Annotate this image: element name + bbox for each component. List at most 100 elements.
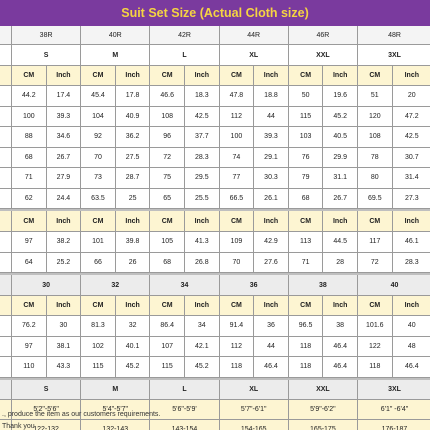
ref-weight-row: 122-132 132-143 143-154 154-165 165-175 176-1… bbox=[0, 419, 430, 430]
jacket-r3-cm-6: 108 bbox=[358, 127, 393, 148]
jacket-r5-cm-3: 75 bbox=[150, 168, 185, 189]
pant-r2-inch-5: 46.4 bbox=[323, 336, 358, 357]
pant-unit-cm-6: CM bbox=[358, 296, 393, 316]
pant-r3-lead bbox=[0, 357, 12, 378]
vest-r2-cm-3: 68 bbox=[150, 252, 185, 273]
vest-r2-inch-1: 25.2 bbox=[46, 252, 82, 273]
vest-unit-cm-4: CM bbox=[219, 211, 255, 232]
pant-size-6: 40 bbox=[358, 275, 430, 296]
jacket-size-3: 42R bbox=[150, 26, 220, 45]
pant-unit-cm-2: CM bbox=[81, 296, 116, 316]
vest-r2-inch-4: 27.6 bbox=[254, 252, 289, 273]
pant-r2-cm-6: 122 bbox=[358, 336, 393, 357]
jacket-r1-inch-4: 18.8 bbox=[254, 86, 289, 107]
jacket-letter-6: 3XL bbox=[358, 45, 430, 66]
pant-r2-lead bbox=[0, 336, 12, 357]
vest-unit-inch-6: Inch bbox=[392, 211, 430, 232]
jacket-r2-cm-1: 100 bbox=[12, 106, 47, 127]
jacket-r6-cm-3: 65 bbox=[150, 188, 185, 209]
jacket-letter-4: XL bbox=[219, 45, 289, 66]
jacket-r4-inch-4: 29.1 bbox=[254, 147, 289, 168]
jacket-r4-inch-5: 29.9 bbox=[323, 147, 358, 168]
footer-note-text: ., produce the item as our customers req… bbox=[2, 411, 161, 418]
ref-size-5: XXL bbox=[288, 379, 358, 400]
vest-unit-cm-5: CM bbox=[288, 211, 324, 232]
jacket-data-row: 71 27.9 73 28.7 75 29.5 77 30.3 79 31.1 80 31.4 bbox=[0, 168, 430, 189]
ref-height-row: 5'2"-5'6" 5'4"-5'7" 5'6"-5'9' 5'7"-6'1" 5'9"… bbox=[0, 399, 430, 420]
ref-height-1: 5'2"-5'6" bbox=[12, 399, 82, 420]
jacket-r6-inch-6: 27.3 bbox=[392, 189, 430, 209]
jacket-r1-cm-5: 50 bbox=[288, 86, 324, 107]
jacket-data-row: 68 26.7 70 27.5 72 28.3 74 29.1 76 29.9 78 30.7 bbox=[0, 147, 430, 168]
vest-unit-inch-5: Inch bbox=[323, 211, 358, 232]
section-divider bbox=[0, 209, 430, 211]
pant-r1-cm-1: 76.2 bbox=[12, 316, 47, 337]
vest-r2-inch-2: 26 bbox=[115, 252, 151, 273]
jacket-r6-cm-6: 69.5 bbox=[358, 188, 393, 209]
jacket-r3-cm-2: 92 bbox=[81, 127, 116, 148]
jacket-r1-cm-2: 45.4 bbox=[81, 86, 116, 107]
jacket-size-4: 44R bbox=[219, 26, 289, 45]
pant-r1-cm-5: 96.5 bbox=[288, 316, 324, 337]
jacket-r5-cm-2: 73 bbox=[81, 168, 116, 189]
pant-size-4: 36 bbox=[219, 275, 289, 296]
pant-r2-inch-1: 38.1 bbox=[46, 336, 82, 357]
ref-height-4: 5'7"-6'1" bbox=[219, 399, 289, 420]
ref-size-6: 3XL bbox=[358, 379, 430, 400]
vest-unit-inch-3: Inch bbox=[185, 211, 220, 232]
pant-r1-inch-2: 32 bbox=[115, 316, 151, 337]
footer-note: ., produce the item as our customers req… bbox=[0, 409, 430, 430]
jacket-size-5: 46R bbox=[288, 26, 358, 45]
jacket-r3-inch-4: 39.3 bbox=[254, 127, 289, 148]
section-divider bbox=[0, 273, 430, 275]
jacket-unit-inch-3: Inch bbox=[185, 66, 220, 86]
vest-r2-cm-1: 64 bbox=[12, 252, 47, 273]
jacket-r4-cm-3: 72 bbox=[150, 147, 185, 168]
jacket-unit-cm-1: CM bbox=[12, 66, 47, 86]
jacket-r6-inch-1: 24.4 bbox=[46, 188, 82, 209]
jacket-unit-lead bbox=[0, 66, 12, 86]
vest-r1-inch-5: 44.5 bbox=[323, 232, 358, 253]
pant-size-3: 34 bbox=[150, 275, 220, 296]
pant-unit-inch-1: Inch bbox=[46, 296, 82, 316]
vest-unit-inch-1: Inch bbox=[46, 211, 82, 232]
jacket-r6-cm-4: 66.5 bbox=[219, 188, 255, 209]
vest-r1-inch-1: 38.2 bbox=[46, 232, 82, 253]
jacket-r2-cm-5: 115 bbox=[288, 106, 324, 127]
jacket-r5-inch-1: 27.9 bbox=[46, 168, 82, 189]
pant-unit-cm-1: CM bbox=[12, 296, 47, 316]
ref-height-5: 5'9"-6'2" bbox=[288, 399, 358, 420]
jacket-r1-cm-6: 51 bbox=[358, 86, 393, 107]
ref-size-4: XL bbox=[219, 379, 289, 400]
jacket-r6-cm-1: 62 bbox=[12, 188, 47, 209]
ref-weight-5: 165-175 bbox=[288, 419, 358, 430]
jacket-r1-cm-1: 44.2 bbox=[12, 86, 47, 107]
jacket-r3-inch-1: 34.6 bbox=[46, 127, 82, 148]
vest-r1-inch-2: 39.8 bbox=[115, 232, 151, 253]
jacket-r1-cm-3: 46.6 bbox=[150, 86, 185, 107]
pant-unit-inch-6: Inch bbox=[392, 296, 430, 316]
jacket-r6-cm-5: 68 bbox=[288, 188, 324, 209]
pant-r3-cm-3: 115 bbox=[150, 357, 185, 378]
vest-data-row: 64 25.2 66 26 68 26.8 70 27.6 71 28 72 28.3 bbox=[0, 252, 430, 273]
pant-size-row: 30 32 34 36 38 40 bbox=[0, 275, 430, 296]
jacket-letter-3: L bbox=[150, 45, 220, 66]
jacket-r5-lead bbox=[0, 168, 12, 189]
ref-size-1: S bbox=[12, 379, 82, 400]
ref-weight-2: 132-143 bbox=[81, 419, 151, 430]
ref-weight-6: 176-187 bbox=[358, 419, 430, 430]
pant-r2-cm-3: 107 bbox=[150, 336, 185, 357]
jacket-r3-cm-3: 96 bbox=[150, 127, 185, 148]
pant-r3-inch-2: 45.2 bbox=[115, 357, 151, 378]
pant-r3-inch-6: 46.4 bbox=[392, 357, 430, 378]
pant-r1-cm-3: 86.4 bbox=[150, 316, 185, 337]
jacket-r3-cm-1: 88 bbox=[12, 127, 47, 148]
jacket-letter-5: XXL bbox=[288, 45, 358, 66]
jacket-r5-inch-2: 28.7 bbox=[115, 168, 151, 189]
jacket-unit-cm-2: CM bbox=[81, 66, 116, 86]
jacket-size-1: 38R bbox=[12, 26, 82, 45]
pant-unit-row: CM Inch CM Inch CM Inch CM Inch CM Inch CM Inch bbox=[0, 296, 430, 316]
pant-r1-inch-4: 36 bbox=[254, 316, 289, 337]
jacket-r3-inch-5: 40.5 bbox=[323, 127, 358, 148]
pant-r3-cm-5: 118 bbox=[288, 357, 324, 378]
